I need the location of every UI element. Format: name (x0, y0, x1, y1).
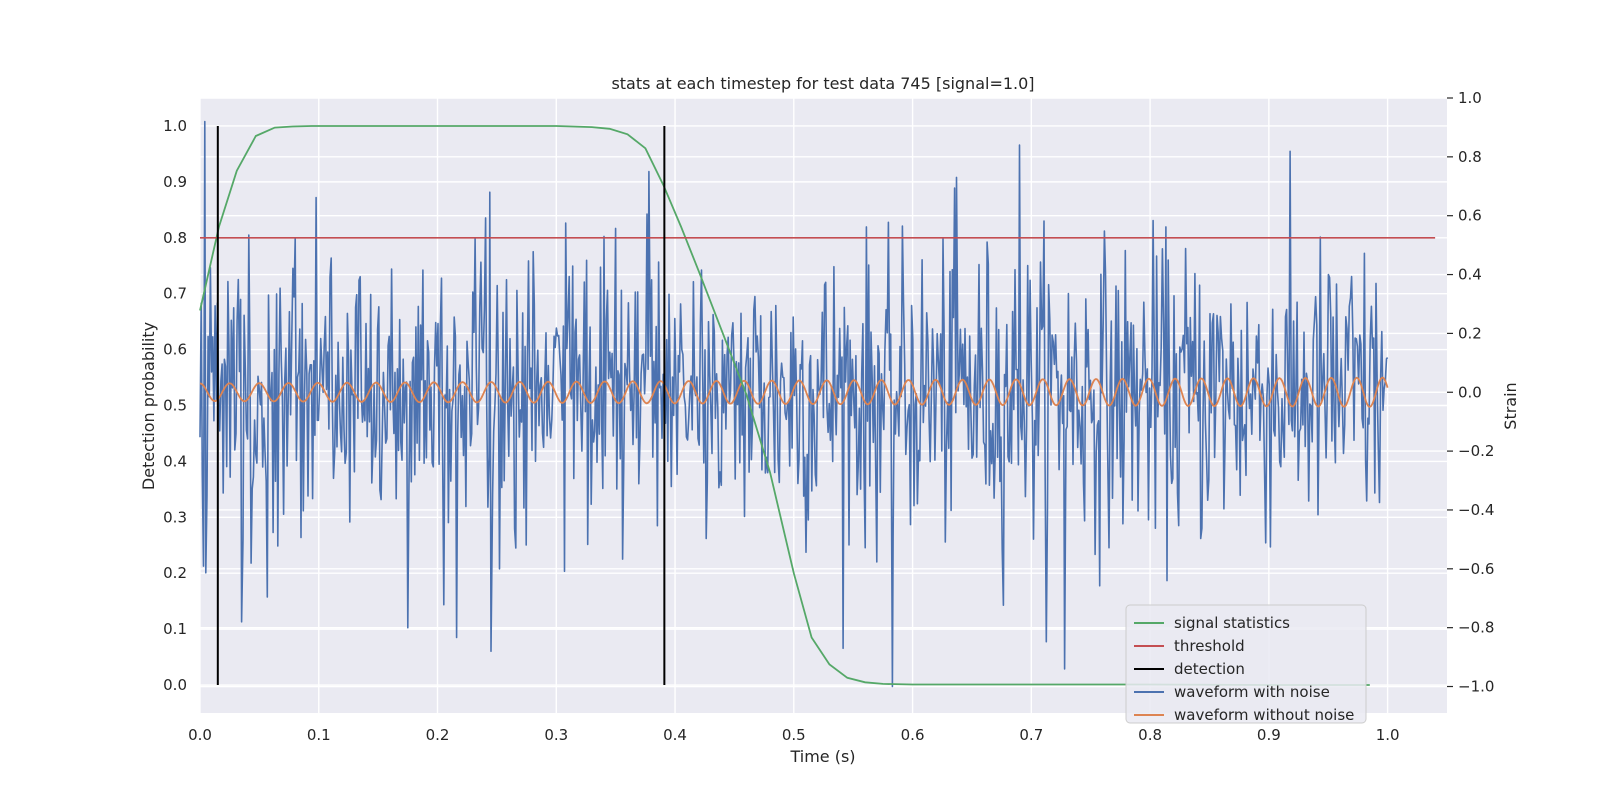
y-right-tick-label: −0.2 (1458, 442, 1494, 460)
y-tick-label: 0.4 (163, 452, 187, 470)
legend: signal statistics threshold detection wavef… (1125, 604, 1367, 724)
axes: 0.0 0.1 0.2 0.3 0.4 0.5 0.6 0.7 0.8 0.9 1.0 0.0 0.1 0… (163, 89, 1494, 744)
x-tick-label: 0.9 (1257, 726, 1281, 744)
y-tick-label: 0.8 (163, 229, 187, 247)
y-right-tick-label: 0.2 (1458, 324, 1482, 342)
signal-statistics-line (199, 125, 1370, 686)
x-tick-label: 0.8 (1138, 726, 1162, 744)
x-axis-label: Time (s) (789, 747, 855, 766)
x-tick-label: 0.1 (307, 726, 331, 744)
y-right-tick-label: −0.6 (1458, 560, 1494, 578)
legend-label: threshold (1174, 637, 1245, 655)
y-tick-label: 0.2 (163, 564, 187, 582)
x-tick-label: 1.0 (1376, 726, 1400, 744)
y-tick-label: 0.5 (163, 397, 187, 415)
y-right-tick-label: −0.4 (1458, 501, 1494, 519)
x-tick-label: 0.5 (782, 726, 806, 744)
y-right-tick-label: 0.0 (1458, 383, 1482, 401)
x-tick-label: 0.3 (544, 726, 568, 744)
x-tick-label: 0.2 (426, 726, 450, 744)
legend-label: waveform without noise (1174, 706, 1354, 724)
y-tick-label: 0.6 (163, 341, 187, 359)
waveform-without-noise-line (199, 376, 1389, 408)
legend-label: waveform with noise (1174, 683, 1330, 701)
legend-label: signal statistics (1174, 614, 1290, 632)
y-right-tick-label: −0.8 (1458, 619, 1494, 637)
x-tick-label: 0.0 (188, 726, 212, 744)
y-right-tick-label: 0.6 (1458, 207, 1482, 225)
y-right-tick-label: 0.8 (1458, 148, 1482, 166)
legend-label: detection (1174, 660, 1245, 678)
y-right-tick-label: −1.0 (1458, 678, 1494, 696)
waveform-with-noise-line (199, 120, 1389, 688)
x-tick-label: 0.7 (1019, 726, 1043, 744)
y-right-axis-label: Strain (1501, 382, 1520, 429)
x-tick-label: 0.4 (663, 726, 687, 744)
y-tick-label: 0.7 (163, 285, 187, 303)
y-tick-label: 0.0 (163, 676, 187, 694)
y-tick-label: 0.9 (163, 173, 187, 191)
series-layer (199, 120, 1436, 688)
y-right-tick-label: 0.4 (1458, 266, 1482, 284)
y-tick-label: 0.3 (163, 508, 187, 526)
y-axis-label: Detection probability (139, 322, 158, 490)
y-right-tick-label: 1.0 (1458, 89, 1482, 107)
x-tick-label: 0.6 (901, 726, 925, 744)
y-tick-label: 0.1 (163, 620, 187, 638)
legend-box (1125, 604, 1367, 724)
chart-title: stats at each timestep for test data 745… (611, 74, 1034, 93)
y-tick-label: 1.0 (163, 117, 187, 135)
